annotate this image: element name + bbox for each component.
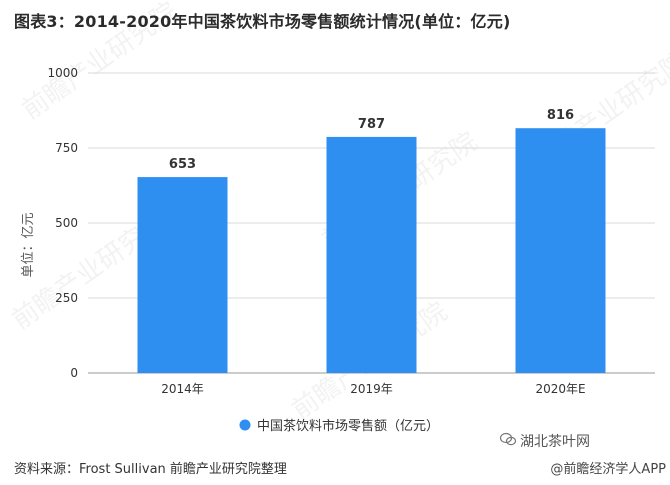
bar <box>326 136 417 373</box>
y-tick-label: 250 <box>55 291 78 305</box>
y-axis-label: 单位：亿元 <box>21 212 36 277</box>
x-tick-label: 2019年 <box>350 382 393 396</box>
x-tick-label: 2014年 <box>161 382 204 396</box>
bar-data-label: 816 <box>547 108 574 123</box>
source-note: 资料来源：Frost Sullivan 前瞻产业研究院整理 <box>14 462 287 477</box>
bar-data-label: 787 <box>358 117 385 132</box>
footer-logo: @前瞻经济学人APP <box>550 458 666 477</box>
footer-logo-text: @前瞻经济学人APP <box>550 462 666 477</box>
legend-label: 中国茶饮料市场零售额（亿元） <box>257 418 439 434</box>
y-tick-label: 0 <box>70 366 78 380</box>
y-tick-labels: 0 250 500 750 1000 <box>47 66 78 380</box>
wechat-badge: 湖北茶叶网 <box>499 431 590 451</box>
bar <box>137 177 228 373</box>
bar <box>515 128 606 373</box>
chart-title: 图表3：2014-2020年中国茶饮料市场零售额统计情况(单位：亿元) <box>14 12 511 31</box>
legend-swatch <box>239 419 251 431</box>
x-tick-label: 2020年E <box>535 382 585 396</box>
bars <box>137 128 606 373</box>
legend: 中国茶饮料市场零售额（亿元） <box>239 418 439 434</box>
watermark-text: 前瞻产业研究院 <box>17 0 183 126</box>
y-tick-label: 1000 <box>47 66 78 80</box>
bar-data-label: 653 <box>169 157 196 172</box>
wechat-badge-text: 湖北茶叶网 <box>520 434 590 450</box>
x-tick-labels: 2014年 2019年 2020年E <box>161 382 585 396</box>
wechat-icon <box>499 432 517 450</box>
y-tick-label: 750 <box>55 141 78 155</box>
bar-data-labels: 653 787 816 <box>169 108 574 172</box>
y-tick-label: 500 <box>55 216 78 230</box>
